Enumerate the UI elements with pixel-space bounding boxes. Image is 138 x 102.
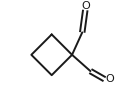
Text: O: O [81,1,90,11]
Text: O: O [105,74,114,84]
